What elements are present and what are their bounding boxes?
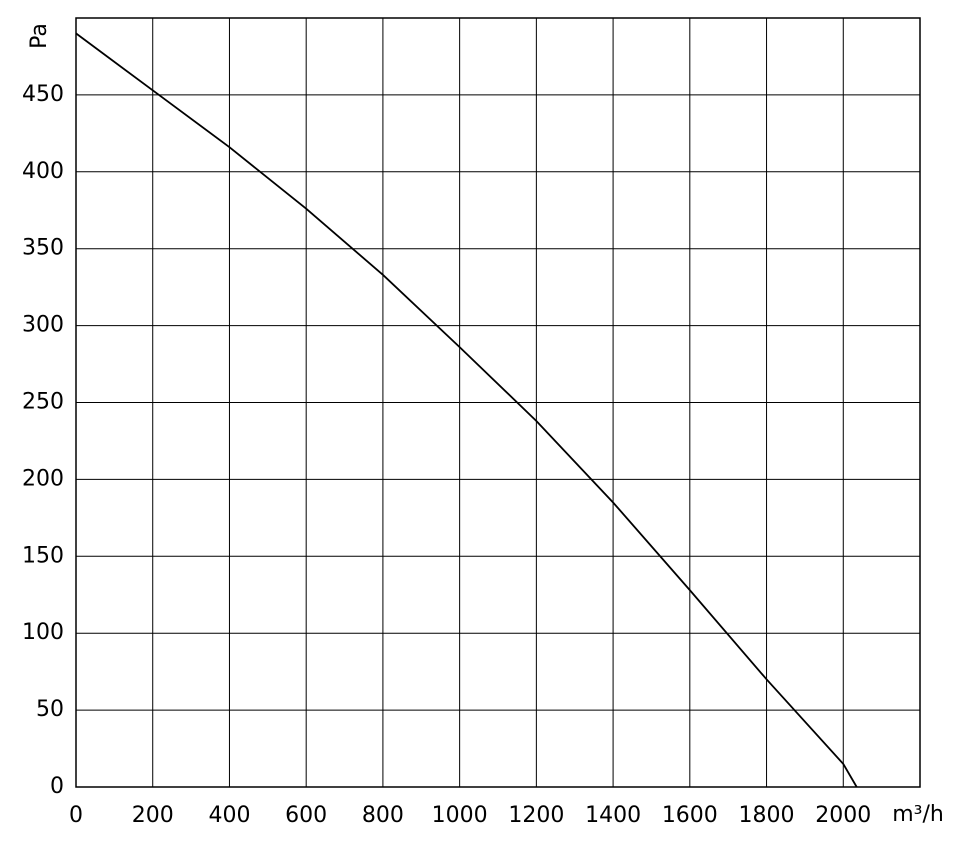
y-tick-label: 0 [50, 774, 64, 799]
x-tick-label: 200 [132, 803, 174, 828]
y-tick-label: 100 [22, 620, 64, 645]
x-tick-label: 600 [285, 803, 327, 828]
x-tick-label: 1400 [585, 803, 641, 828]
x-tick-label: 2000 [815, 803, 871, 828]
x-axis-label: m³/h [892, 802, 944, 827]
x-tick-label: 1600 [662, 803, 718, 828]
y-tick-label: 450 [22, 82, 64, 107]
x-tick-label: 1000 [432, 803, 488, 828]
x-tick-label: 1800 [739, 803, 795, 828]
x-tick-label: 800 [362, 803, 404, 828]
y-tick-label: 150 [22, 543, 64, 568]
x-tick-label: 400 [208, 803, 250, 828]
y-tick-label: 50 [36, 697, 64, 722]
y-tick-label: 250 [22, 390, 64, 415]
y-tick-label: 200 [22, 466, 64, 491]
y-axis-label: Pa [27, 23, 52, 49]
x-tick-label: 0 [69, 803, 83, 828]
y-tick-label: 400 [22, 159, 64, 184]
data-line [75, 32, 858, 788]
y-tick-label: 300 [22, 313, 64, 338]
y-tick-label: 350 [22, 236, 64, 261]
x-tick-label: 1200 [508, 803, 564, 828]
